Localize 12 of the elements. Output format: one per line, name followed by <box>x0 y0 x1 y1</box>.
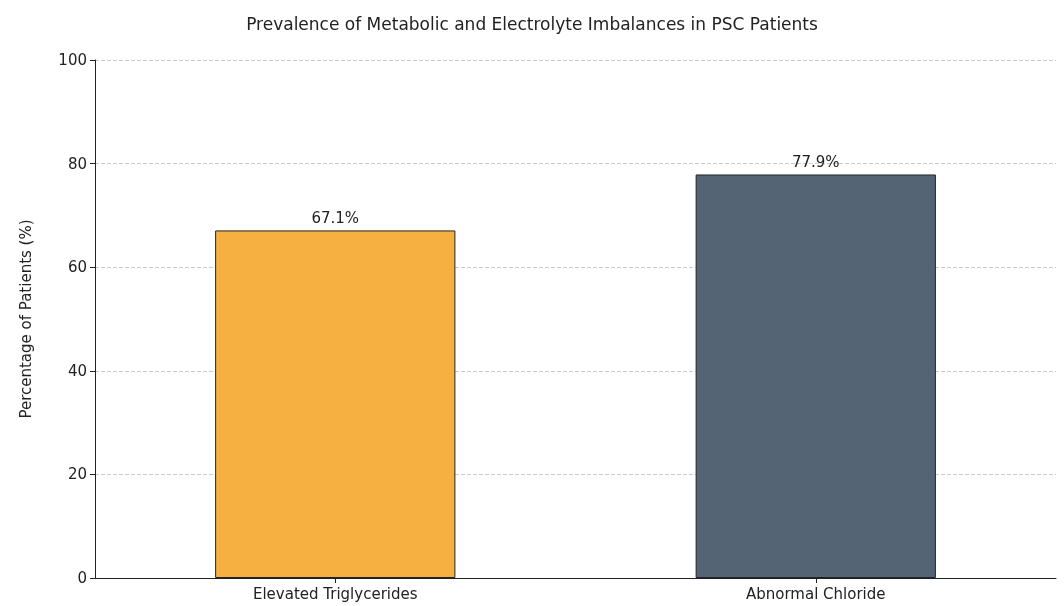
y-tick-label: 100 <box>58 51 87 69</box>
x-tick-label: Elevated Triglycerides <box>252 584 418 603</box>
y-tick-label: 20 <box>67 465 87 484</box>
x-tick-label: Abnormal Chloride <box>745 584 886 603</box>
chart-title: Prevalence of Metabolic and Electrolyte Imbalances in PSC Patients <box>246 13 819 34</box>
y-tick-label: 40 <box>67 361 87 380</box>
y-tick-label: 60 <box>67 258 87 277</box>
y-tick-label: 80 <box>67 154 87 173</box>
data-label: 67.1% <box>311 208 360 227</box>
y-axis-title: Percentage of Patients (%) <box>16 219 35 419</box>
y-tick-label: 0 <box>77 569 87 587</box>
data-label: 77.9% <box>791 152 840 171</box>
